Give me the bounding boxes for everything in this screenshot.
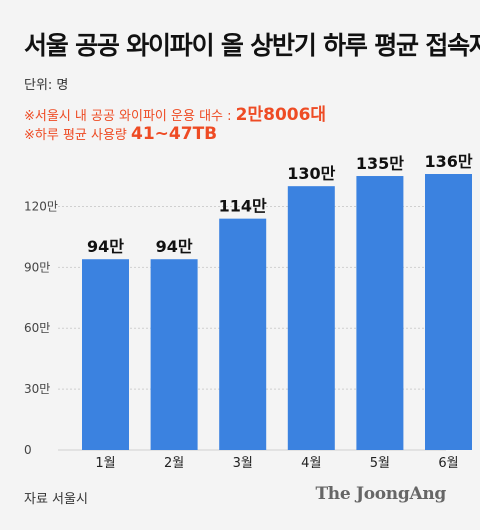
x-tick-label-5: 5월	[370, 456, 390, 471]
note-wifi-count-value: 2만8006대	[235, 105, 327, 125]
bar-chart: 0 30만 60만 90만 120만 94만 1월 94만 2월 114만 3월 130만 4월 135만…	[24, 152, 473, 471]
y-tick-label-120: 120만	[24, 199, 58, 213]
source-label: 자료 서울시	[24, 492, 88, 507]
bar-6	[425, 174, 472, 450]
bar-4	[287, 186, 335, 451]
note-daily-usage-text: ※하루 평균 사용량	[24, 128, 132, 143]
note-daily-usage-value: 41~47TB	[131, 124, 218, 144]
data-label-5: 135만	[356, 154, 404, 173]
x-tick-label-4: 4월	[301, 456, 321, 471]
chart-title: 서울 공공 와이파이 올 상반기 하루 평균 접속자	[24, 31, 480, 60]
data-label-1: 94만	[87, 237, 124, 256]
note-daily-usage: ※하루 평균 사용량 41~47TB	[24, 124, 217, 144]
x-tick-label-6: 6월	[438, 456, 458, 471]
bar-5	[356, 176, 404, 450]
x-tick-label-3: 3월	[233, 456, 253, 471]
x-tick-label-2: 2월	[164, 456, 184, 471]
note-wifi-count-text: ※서울시 내 공공 와이파이 운용 대수 :	[24, 109, 236, 124]
bar-3	[219, 218, 267, 450]
y-tick-label-60: 60만	[24, 321, 50, 335]
y-tick-label-90: 90만	[24, 260, 50, 274]
publisher-logo: The JoongAng	[315, 484, 446, 504]
x-tick-label-1: 1월	[95, 456, 115, 471]
y-tick-label-0: 0	[24, 443, 32, 457]
y-tick-label-30: 30만	[24, 382, 50, 396]
data-label-4: 130만	[287, 164, 335, 183]
unit-label: 단위: 명	[24, 78, 69, 93]
data-label-2: 94만	[156, 237, 193, 256]
note-wifi-count: ※서울시 내 공공 와이파이 운용 대수 : 2만8006대	[24, 100, 326, 125]
bar-2	[150, 259, 198, 450]
bar-1	[82, 259, 129, 450]
data-label-6: 136만	[424, 152, 472, 171]
data-label-3: 114만	[219, 197, 267, 216]
